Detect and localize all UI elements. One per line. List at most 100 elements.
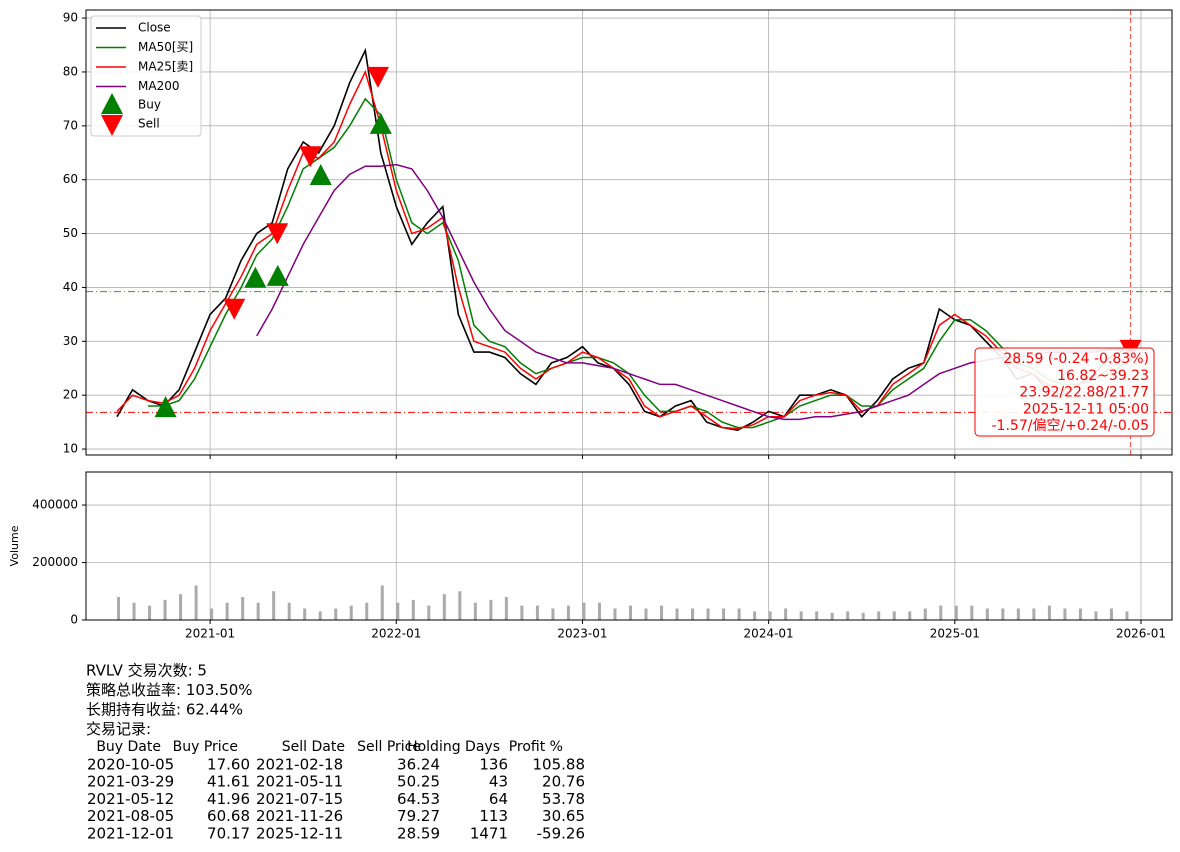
- table-cell: 70.17: [207, 824, 250, 842]
- volume-bar: [1109, 608, 1113, 620]
- volume-bar: [939, 605, 943, 620]
- x-tick-label: 2025-01: [930, 627, 980, 641]
- axes-frame: [85, 471, 1173, 621]
- volume-bar: [256, 602, 260, 620]
- y-tick-label: 60: [63, 172, 78, 186]
- legend-swatch: [101, 93, 123, 114]
- volume-bar: [225, 602, 229, 620]
- table-cell: 60.68: [207, 807, 250, 825]
- volume-bar: [520, 605, 524, 620]
- table-cell: 2021-07-15: [256, 790, 343, 808]
- table-cell: 2021-08-05: [87, 807, 174, 825]
- y-tick-label: 70: [63, 118, 78, 132]
- table-cell: 2021-05-12: [87, 790, 174, 808]
- table-cell: 136: [479, 756, 508, 774]
- table-header: Buy Price: [173, 739, 238, 755]
- table-cell: 41.61: [207, 773, 250, 791]
- volume-bar: [117, 597, 121, 620]
- table-cell: 2021-05-11: [256, 773, 343, 791]
- legend-label: Close: [138, 21, 171, 35]
- table-cell: 41.96: [207, 790, 250, 808]
- table-cell: 53.78: [542, 790, 585, 808]
- table-cell: 79.27: [397, 807, 440, 825]
- volume-bar: [753, 611, 757, 620]
- y-tick-label: 200000: [32, 555, 78, 569]
- annotation-text: 28.59 (-0.24 -0.83%): [1003, 351, 1149, 367]
- volume-bar: [1125, 611, 1129, 620]
- buy-marker: [244, 266, 267, 288]
- table-cell: 2020-10-05: [87, 756, 174, 774]
- volume-bar: [737, 608, 741, 620]
- volume-bar: [1016, 608, 1020, 620]
- sell-marker: [366, 66, 389, 88]
- volume-bar: [163, 599, 167, 620]
- y-tick-label: 50: [63, 226, 78, 240]
- volume-bar: [597, 602, 601, 620]
- volume-bar: [287, 602, 291, 620]
- volume-bar: [1032, 608, 1036, 620]
- volume-bar: [954, 605, 958, 620]
- legend-swatch: [101, 115, 123, 136]
- volume-bar: [272, 591, 276, 620]
- volume-bar: [1001, 608, 1005, 620]
- table-cell: 17.60: [207, 756, 250, 774]
- volume-bar: [1063, 608, 1067, 620]
- sell-marker: [223, 298, 246, 320]
- volume-bar: [846, 611, 850, 620]
- summary-line: 策略总收益率: 103.50%: [86, 681, 253, 699]
- volume-bar: [768, 611, 772, 620]
- series-line: [116, 47, 1126, 432]
- volume-bar: [660, 605, 664, 620]
- annotation-box: [974, 347, 1155, 437]
- volume-bar: [210, 608, 214, 620]
- table-cell: 105.88: [533, 756, 586, 774]
- table-cell: 36.24: [397, 756, 440, 774]
- table-cell: 20.76: [542, 773, 585, 791]
- volume-bar: [1047, 605, 1051, 620]
- buy-marker: [154, 396, 177, 418]
- annotation-text: 23.92/22.88/21.77: [1019, 385, 1149, 401]
- volume-bar: [566, 605, 570, 620]
- table-cell: 2021-03-29: [87, 773, 174, 791]
- buy-marker: [369, 112, 392, 134]
- legend: Close MA50[买] MA25[卖] MA200 Buy Sell: [90, 15, 202, 137]
- annotation-text: -1.57/偏空/+0.24/-0.05: [992, 418, 1150, 434]
- volume-bar: [1094, 611, 1098, 620]
- volume-bar: [629, 605, 632, 620]
- volume-bar: [241, 597, 245, 620]
- volume-bar: [148, 605, 152, 620]
- volume-bar: [458, 591, 462, 620]
- volume-bar: [179, 594, 183, 620]
- y-tick-label: 40: [63, 280, 78, 294]
- volume-bar: [877, 611, 881, 620]
- volume-bar: [923, 608, 927, 620]
- volume-bar: [427, 605, 431, 620]
- volume-bar: [535, 605, 539, 620]
- table-cell: -59.26: [537, 824, 585, 842]
- plot-area: 2021-01 2022-01 2023-01 2024-01 2025-01 2026-…: [32, 472, 1172, 641]
- table-cell: 2021-12-01: [87, 824, 174, 842]
- volume-bar: [706, 608, 710, 620]
- y-tick-label: 30: [63, 334, 78, 348]
- y-tick-label: 0: [70, 613, 78, 627]
- volume-bar: [799, 611, 803, 620]
- volume-bar: [830, 612, 834, 620]
- volume-bar: [349, 605, 353, 620]
- table-header: Holding Days: [407, 739, 500, 755]
- table-cell: 64.53: [397, 790, 440, 808]
- legend-label: MA50[买]: [138, 40, 193, 54]
- x-tick-label: 2022-01: [371, 627, 421, 641]
- table-cell: 1471: [470, 824, 508, 842]
- volume-bar: [132, 602, 136, 620]
- table-cell: 43: [489, 773, 508, 791]
- volume-bar: [675, 608, 679, 620]
- volume-bar: [334, 608, 338, 620]
- y-tick-label: 80: [63, 64, 78, 78]
- table-header: Sell Date: [282, 739, 345, 755]
- axes-frame: [85, 9, 1173, 456]
- y-tick-label: 400000: [32, 498, 78, 512]
- volume-bar: [473, 602, 477, 620]
- volume-bar: [303, 608, 307, 620]
